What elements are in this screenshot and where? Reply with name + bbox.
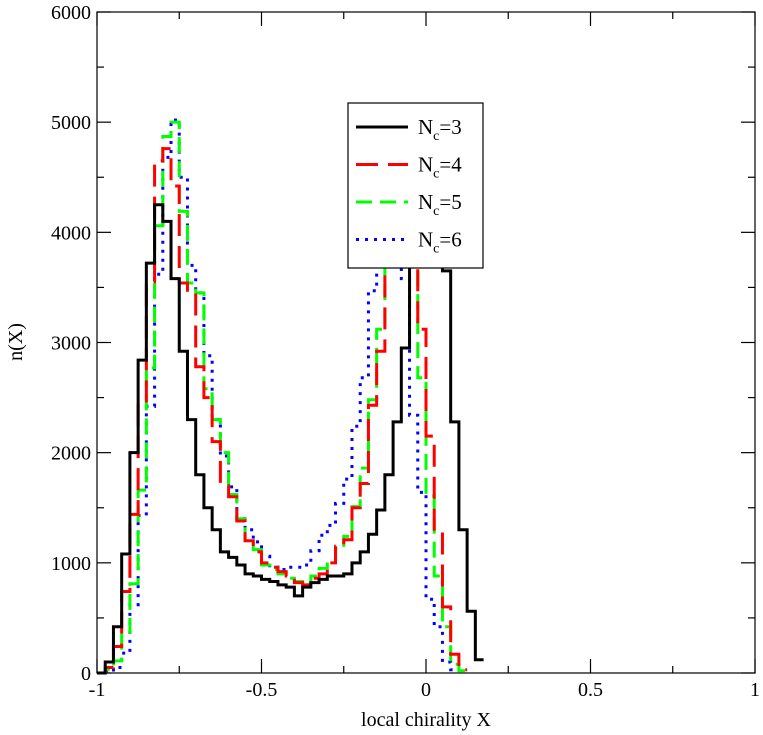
x-tick-label: 0 — [421, 679, 431, 701]
y-tick-label: 1000 — [51, 553, 91, 575]
x-tick-label: 0.5 — [578, 679, 603, 701]
y-tick-label: 6000 — [51, 2, 91, 24]
legend: Nc=3 Nc=4 Nc=5 Nc=6 — [347, 102, 484, 269]
y-tick-label: 2000 — [51, 443, 91, 465]
y-axis-label: n(X) — [5, 323, 27, 361]
y-tick-label: 5000 — [51, 112, 91, 134]
legend-label: Nc=3 — [418, 115, 462, 144]
y-tick-label: 3000 — [51, 333, 91, 355]
y-tick-label: 4000 — [51, 222, 91, 244]
legend-label: Nc=6 — [418, 228, 462, 257]
axis-ticks: -1 -0.5 0 0.5 1 0 1000 2000 3000 4000 5000 6000 — [51, 2, 760, 701]
legend-entries: Nc=3 Nc=4 Nc=5 Nc=6 — [356, 115, 462, 257]
legend-label: Nc=5 — [418, 190, 462, 219]
x-tick-label: 1 — [750, 679, 760, 701]
x-tick-label: -1 — [89, 679, 106, 701]
x-axis-label: local chirality X — [361, 709, 492, 731]
legend-label: Nc=4 — [418, 153, 462, 182]
y-tick-label: 0 — [81, 663, 91, 685]
legend-box — [347, 102, 484, 269]
x-tick-label: -0.5 — [246, 679, 278, 701]
